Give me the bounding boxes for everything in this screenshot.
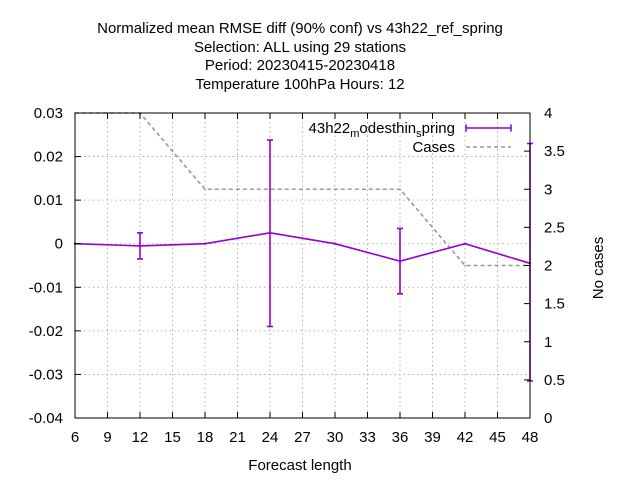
y-tick-label: 0 — [55, 236, 63, 253]
x-tick-label: 27 — [294, 429, 311, 446]
y2-tick-label: 0 — [544, 410, 552, 427]
y2-axis-label: No cases — [590, 237, 607, 300]
legend-label-cases: Cases — [412, 139, 455, 156]
rmse-point — [333, 242, 337, 245]
cases-line — [75, 112, 530, 267]
rmse-point — [463, 242, 467, 245]
title-line-2: Selection: ALL using 29 stations — [194, 39, 406, 56]
y-axis-right: 4 3.5 3 2.5 2 1.5 1 0.5 0 — [524, 105, 565, 427]
cases-point — [464, 264, 466, 267]
y2-tick-label: 3.5 — [544, 143, 565, 160]
x-tick-label: 18 — [197, 429, 214, 446]
x-tick-label: 39 — [424, 429, 441, 446]
y-tick-label: -0.03 — [29, 366, 63, 383]
y-tick-label: 0.02 — [34, 149, 63, 166]
legend-label-rmse: 43h22modesthinspring — [309, 120, 455, 140]
rmse-series — [73, 139, 533, 382]
x-tick-label: 15 — [164, 429, 181, 446]
x-tick-label: 9 — [103, 429, 111, 446]
x-tick-label: 21 — [229, 429, 246, 446]
y-tick-label: -0.02 — [29, 323, 63, 340]
cases-point — [334, 188, 336, 191]
y-tick-label: -0.01 — [29, 279, 63, 296]
x-tick-label: 12 — [132, 429, 149, 446]
title-line-4: Temperature 100hPa Hours: 12 — [195, 76, 404, 93]
cases-point — [204, 188, 206, 191]
chart-title: Normalized mean RMSE diff (90% conf) vs … — [97, 20, 503, 93]
y-tick-label: -0.04 — [29, 410, 63, 427]
x-tick-label: 24 — [262, 429, 279, 446]
x-axis: 6 9 12 15 18 21 24 27 30 33 36 39 42 45 48 — [71, 113, 539, 446]
rmse-point — [203, 242, 207, 245]
x-tick-label: 42 — [457, 429, 474, 446]
grid — [75, 113, 530, 418]
y2-tick-label: 0.5 — [544, 372, 565, 389]
x-tick-label: 30 — [327, 429, 344, 446]
x-tick-label: 45 — [489, 429, 506, 446]
y-tick-label: 0.03 — [34, 105, 63, 122]
title-line-1: Normalized mean RMSE diff (90% conf) vs … — [97, 20, 503, 37]
title-line-3: Period: 20230415-20230418 — [205, 57, 395, 74]
x-tick-label: 6 — [71, 429, 79, 446]
rmse-line — [74, 232, 531, 265]
y2-tick-label: 1.5 — [544, 296, 565, 313]
y-axis-left: 0.03 0.02 0.01 0 -0.01 -0.02 -0.03 -0.04 — [29, 105, 81, 427]
x-axis-label: Forecast length — [248, 457, 351, 474]
x-tick-label: 36 — [392, 429, 409, 446]
y2-tick-label: 3 — [544, 181, 552, 198]
cases-point — [399, 188, 401, 191]
y-tick-label: 0.01 — [34, 192, 63, 209]
y2-tick-label: 2.5 — [544, 219, 565, 236]
y2-tick-label: 1 — [544, 334, 552, 351]
x-tick-label: 48 — [522, 429, 539, 446]
y2-tick-label: 2 — [544, 258, 552, 275]
y2-tick-label: 4 — [544, 105, 552, 122]
cases-series — [74, 112, 531, 267]
x-tick-label: 33 — [359, 429, 376, 446]
